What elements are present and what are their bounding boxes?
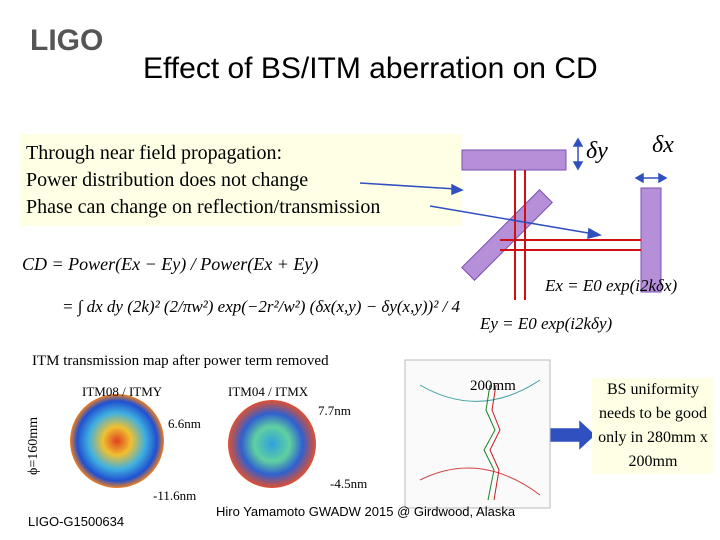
note-line: Through near field propagation: (26, 142, 283, 164)
maps-heading: ITM transmission map after power term re… (32, 353, 329, 369)
beams (500, 170, 641, 300)
delta-y: δy (586, 138, 608, 164)
map-label: ITM04 / ITMX (228, 384, 309, 399)
ey-formula: Ey = E0 exp(i2kδy) (480, 314, 613, 333)
equation-line: = ∫ dx dy (2k)² (2/πw²) exp(−2r²/w²) (δx… (62, 297, 461, 316)
profile-curves (419, 379, 541, 501)
note-line: Power distribution does not change (26, 169, 309, 191)
note: Through near field propagation: Power di… (26, 140, 380, 221)
map-max: 7.7nm (318, 403, 351, 418)
diameter: ϕ=160mm (26, 416, 41, 475)
mirror-top (461, 149, 567, 171)
callout: BS uniformity needs to be good only in 2… (592, 378, 714, 474)
equation-line: CD = Power(Ex − Ey) / Power(Ex + Ey) (22, 254, 319, 274)
logo: LIGO (30, 24, 104, 57)
note-box (20, 134, 462, 226)
map-itm08 (70, 394, 164, 488)
map-min: -4.5nm (330, 476, 368, 491)
credit: Hiro Yamamoto GWADW 2015 @ Girdwood, Ala… (216, 504, 516, 519)
map-itm04 (228, 400, 316, 488)
plot-width: 200mm (470, 378, 516, 394)
title: Effect of BS/ITM aberration on CD (143, 52, 598, 85)
map-min: -11.6nm (153, 488, 197, 503)
beam-splitter (461, 189, 553, 281)
map-max: 6.6nm (168, 416, 201, 431)
ex-formula: Ex = E0 exp(i2kδx) (545, 276, 678, 295)
delta-x: δx (652, 132, 674, 158)
doc-id: LIGO-G1500634 (28, 514, 125, 529)
map-label: ITM08 / ITMY (82, 384, 163, 399)
note-line: Phase can change on reflection/transmiss… (26, 196, 381, 218)
profile-plot (404, 359, 551, 509)
arrows (359, 137, 668, 450)
